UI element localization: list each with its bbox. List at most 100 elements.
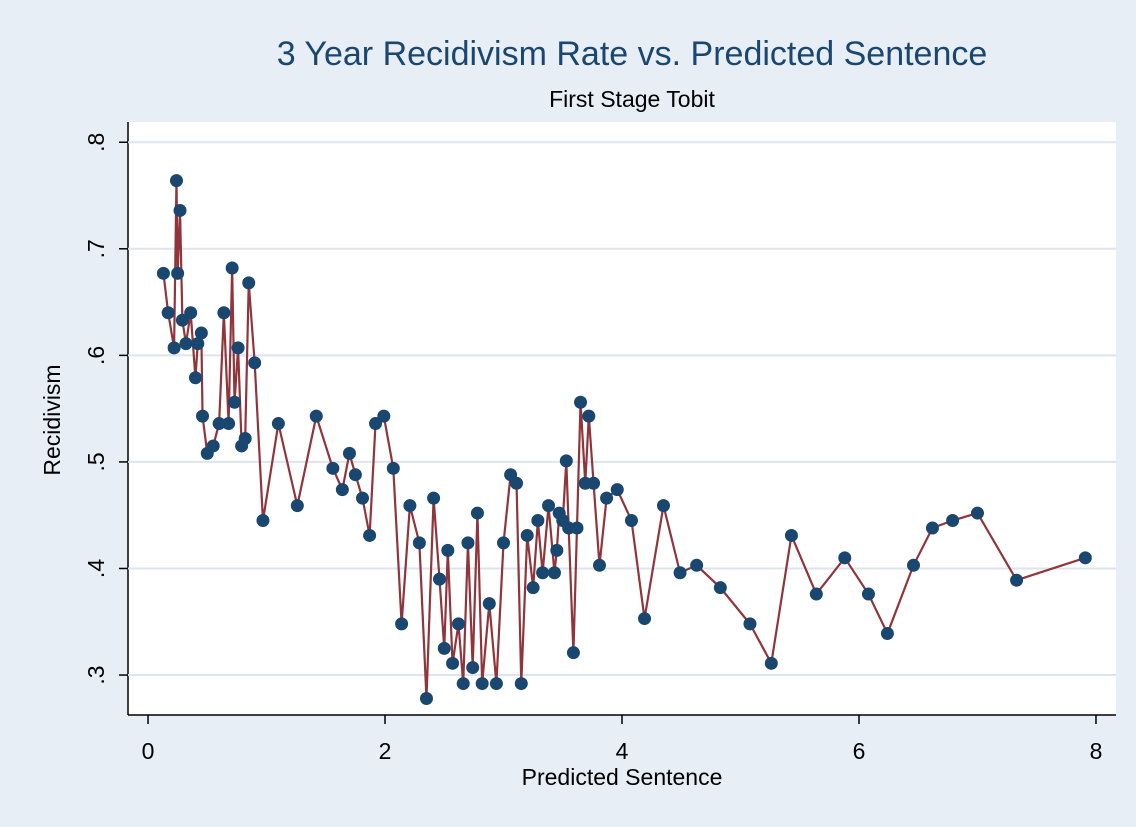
marker bbox=[570, 521, 584, 535]
marker bbox=[342, 446, 356, 460]
x-tick-label: 4 bbox=[616, 738, 629, 764]
marker bbox=[441, 543, 455, 557]
marker bbox=[489, 677, 503, 691]
marker bbox=[167, 341, 181, 355]
marker bbox=[419, 691, 433, 705]
marker bbox=[531, 514, 545, 528]
series-line bbox=[162, 180, 1086, 699]
marker bbox=[574, 395, 588, 409]
marker bbox=[169, 174, 183, 188]
marker bbox=[309, 409, 323, 423]
marker bbox=[624, 514, 638, 528]
marker bbox=[196, 409, 210, 423]
marker bbox=[271, 417, 285, 431]
marker bbox=[173, 203, 187, 217]
marker bbox=[925, 521, 939, 535]
marker bbox=[412, 536, 426, 550]
marker bbox=[582, 409, 596, 423]
marker bbox=[179, 337, 193, 351]
marker bbox=[784, 528, 798, 542]
marker bbox=[880, 626, 894, 640]
marker bbox=[217, 306, 231, 320]
marker bbox=[673, 566, 687, 580]
marker bbox=[212, 417, 226, 431]
marker bbox=[161, 306, 175, 320]
marker bbox=[231, 341, 245, 355]
marker bbox=[526, 581, 540, 595]
marker bbox=[335, 483, 349, 497]
marker bbox=[946, 514, 960, 528]
marker bbox=[369, 417, 383, 431]
marker bbox=[395, 617, 409, 631]
marker bbox=[970, 506, 984, 520]
y-tick-label: .8 bbox=[83, 133, 109, 152]
marker bbox=[592, 558, 606, 572]
marker bbox=[861, 587, 875, 601]
marker bbox=[225, 261, 239, 275]
y-tick-label: .7 bbox=[83, 239, 109, 258]
marker bbox=[386, 461, 400, 475]
marker bbox=[470, 506, 484, 520]
marker bbox=[461, 536, 475, 550]
marker bbox=[743, 617, 757, 631]
marker bbox=[206, 439, 220, 453]
marker bbox=[188, 371, 202, 385]
marker bbox=[355, 491, 369, 505]
marker bbox=[713, 581, 727, 595]
marker bbox=[838, 551, 852, 565]
marker bbox=[1010, 573, 1024, 587]
marker bbox=[175, 313, 189, 327]
marker bbox=[403, 499, 417, 513]
marker bbox=[547, 566, 561, 580]
x-tick-label: 0 bbox=[142, 738, 155, 764]
marker bbox=[536, 566, 550, 580]
marker bbox=[566, 646, 580, 660]
marker bbox=[638, 612, 652, 626]
marker bbox=[326, 461, 340, 475]
marker bbox=[466, 661, 480, 675]
chart-title: 3 Year Recidivism Rate vs. Predicted Sen… bbox=[277, 35, 988, 73]
marker bbox=[475, 677, 489, 691]
marker bbox=[446, 656, 460, 670]
marker bbox=[482, 597, 496, 611]
marker bbox=[222, 417, 236, 431]
x-axis-title: Predicted Sentence bbox=[522, 764, 723, 790]
marker bbox=[348, 468, 362, 482]
marker bbox=[363, 528, 377, 542]
y-tick-label: .5 bbox=[83, 452, 109, 471]
marker bbox=[906, 558, 920, 572]
marker bbox=[510, 476, 524, 490]
chart-subtitle: First Stage Tobit bbox=[549, 86, 715, 112]
marker bbox=[437, 641, 451, 655]
x-tick-label: 2 bbox=[379, 738, 392, 764]
marker bbox=[520, 528, 534, 542]
marker bbox=[433, 572, 447, 586]
y-axis-title: Recidivism bbox=[39, 364, 65, 475]
marker bbox=[514, 677, 528, 691]
marker bbox=[451, 617, 465, 631]
y-tick-label: .4 bbox=[83, 559, 109, 578]
marker bbox=[656, 499, 670, 513]
marker bbox=[290, 499, 304, 513]
marker bbox=[610, 483, 624, 497]
marker bbox=[248, 356, 262, 370]
marker bbox=[690, 558, 704, 572]
marker bbox=[238, 431, 252, 445]
marker bbox=[256, 514, 270, 528]
marker bbox=[550, 543, 564, 557]
y-tick-label: .6 bbox=[83, 346, 109, 365]
marker bbox=[228, 395, 242, 409]
marker bbox=[542, 499, 556, 513]
marker bbox=[242, 276, 256, 290]
marker bbox=[184, 306, 198, 320]
marker bbox=[497, 536, 511, 550]
marker bbox=[809, 587, 823, 601]
marker bbox=[559, 454, 573, 468]
marker bbox=[171, 266, 185, 280]
marker bbox=[156, 266, 170, 280]
marker bbox=[587, 476, 601, 490]
marker bbox=[764, 656, 778, 670]
marker bbox=[191, 337, 205, 351]
y-tick-label: .3 bbox=[83, 665, 109, 684]
